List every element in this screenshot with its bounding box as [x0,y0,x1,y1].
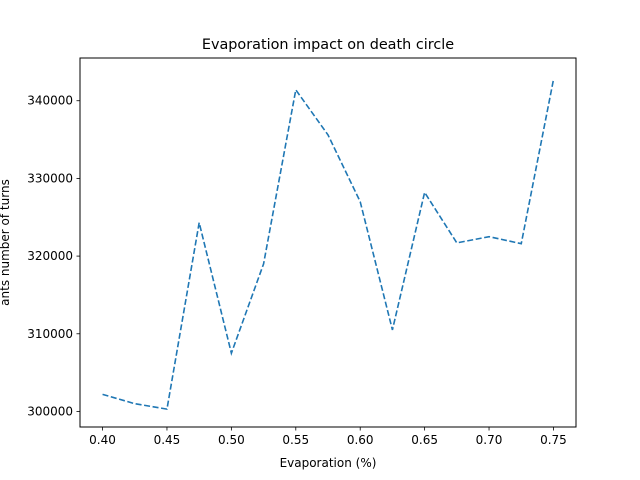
x-axis-title: Evaporation (%) [280,456,377,470]
y-axis-title: ants number of turns [0,179,12,306]
x-tick-label: 0.75 [540,433,567,447]
series-line [102,79,555,411]
y-tick-label: 320000 [27,249,73,263]
x-tick-label: 0.65 [411,433,438,447]
y-tick-label: 300000 [27,404,73,418]
axes-frame [79,57,577,428]
y-tick-label: 340000 [27,94,73,108]
x-tick-label: 0.55 [282,433,309,447]
y-tick-label: 330000 [27,171,73,185]
x-tick-label: 0.60 [347,433,374,447]
y-axis: 300000 310000 320000 330000 340000 [27,94,80,418]
x-tick-label: 0.40 [89,433,116,447]
x-tick-label: 0.70 [476,433,503,447]
y-tick-label: 310000 [27,327,73,341]
x-tick-label: 0.50 [218,433,245,447]
x-tick-label: 0.45 [154,433,181,447]
plot-area [102,79,555,411]
chart-title: Evaporation impact on death circle [202,37,454,53]
x-axis: 0.40 0.45 0.50 0.55 0.60 0.65 0.70 0.75 [89,427,567,447]
